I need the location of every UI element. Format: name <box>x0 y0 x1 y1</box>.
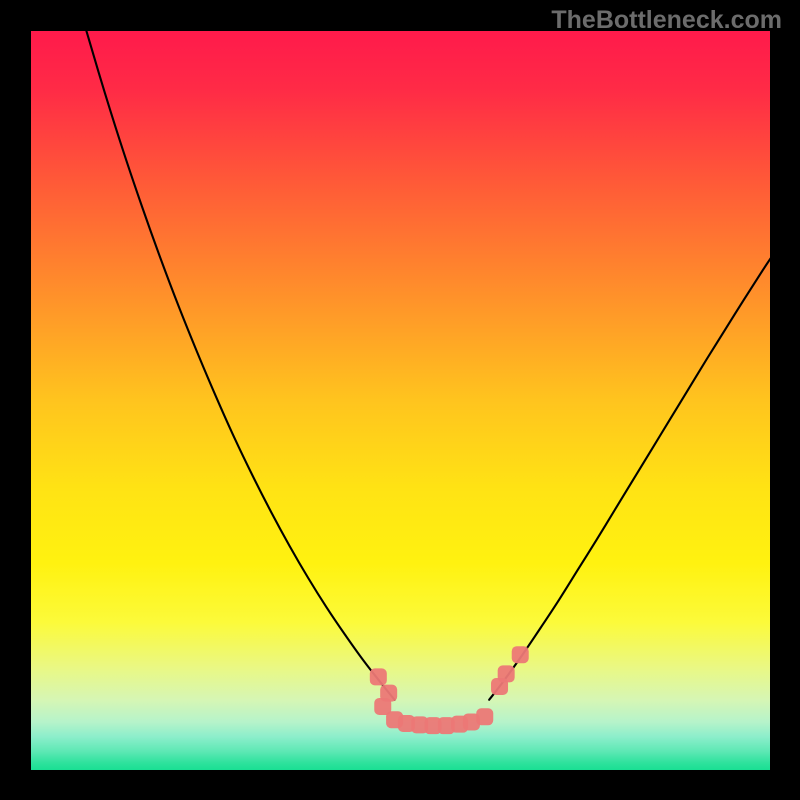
watermark-text: TheBottleneck.com <box>551 6 782 35</box>
chart-outer-frame: TheBottleneck.com <box>0 0 800 800</box>
marker-point <box>498 665 515 682</box>
marker-point <box>512 646 529 663</box>
marker-point <box>476 708 493 725</box>
marker-point <box>370 668 387 685</box>
bottleneck-curve-chart <box>31 31 770 770</box>
chart-background <box>31 31 770 770</box>
